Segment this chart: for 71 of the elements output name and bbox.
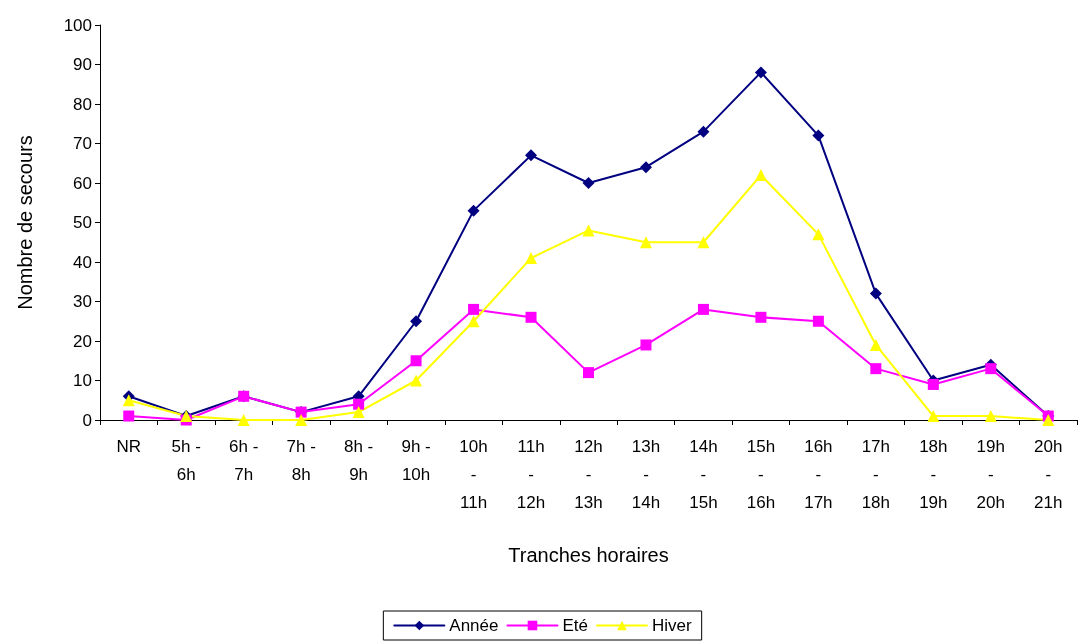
point: [582, 224, 595, 237]
y-tick-label: 60: [73, 173, 92, 193]
point: [697, 303, 709, 315]
point: [467, 315, 480, 328]
point: [870, 363, 882, 375]
x-tick-label: 11h - 12h: [516, 436, 546, 512]
point: [869, 338, 882, 351]
point: [352, 406, 365, 419]
y-tick-label: 50: [73, 213, 92, 232]
x-tick-label: 5h - 6h: [171, 436, 201, 484]
point: [123, 410, 135, 422]
x-tick-label: 7h - 8h: [286, 436, 316, 484]
y-tick-label: 80: [73, 94, 92, 114]
y-tick-label: 70: [73, 134, 92, 153]
x-tick-label: 13h - 14h: [631, 436, 661, 512]
point: [295, 414, 308, 426]
point: [353, 398, 365, 410]
point: [755, 311, 767, 323]
x-tick-label: 17h - 18h: [861, 436, 891, 512]
point: [468, 303, 480, 315]
y-tick-label: 40: [73, 252, 92, 272]
legend-label: Année: [449, 616, 499, 635]
point: [467, 204, 480, 217]
point: [812, 315, 824, 327]
point: [525, 149, 538, 162]
x-tick-label: 16h - 17h: [804, 436, 833, 512]
x-tick-label: 9h - 10h: [401, 436, 431, 484]
point: [410, 355, 422, 367]
point: [754, 66, 767, 79]
y-axis-title: Nombre de secours: [14, 135, 36, 310]
point: [1042, 414, 1055, 426]
y-tick-label: 20: [73, 331, 92, 351]
point: [927, 410, 940, 423]
point: [697, 125, 710, 138]
x-tick-label: 6h - 7h: [229, 436, 259, 484]
point: [984, 410, 997, 423]
x-tick-label: 15h - 16h: [746, 436, 776, 512]
x-tick-label: 18h - 19h: [919, 436, 948, 512]
point: [812, 228, 825, 241]
point: [697, 236, 710, 249]
x-tick-label: 10h - 11h: [459, 436, 488, 512]
point: [869, 287, 882, 300]
x-tick-label: NR: [116, 436, 142, 456]
point: [583, 367, 594, 379]
point: [410, 315, 423, 328]
legend-label: Hiver: [652, 616, 693, 635]
x-tick-label: 12h - 13h: [574, 436, 603, 512]
point: [410, 374, 423, 387]
point: [754, 169, 767, 182]
point: [582, 177, 595, 189]
y-tick-label: 0: [82, 410, 92, 430]
y-tick-label: 30: [73, 292, 92, 311]
point: [122, 394, 135, 407]
x-axis-title: Tranches horaires: [508, 544, 669, 566]
point: [927, 378, 939, 390]
point: [237, 414, 250, 426]
legend-label: Eté: [562, 616, 589, 635]
point: [640, 339, 652, 351]
point: [639, 236, 652, 249]
point: [812, 129, 825, 142]
x-tick-label: 14h - 15h: [689, 436, 718, 512]
x-tick-label: 19h - 20h: [976, 436, 1005, 512]
x-tick-label: 20h - 21h: [1034, 436, 1063, 512]
point: [525, 252, 538, 265]
y-tick-label: 90: [73, 55, 92, 74]
x-tick-label: 8h - 9h: [343, 436, 374, 484]
y-tick-label: 10: [73, 371, 92, 390]
point: [639, 161, 652, 174]
point: [525, 311, 537, 323]
point: [985, 363, 997, 375]
y-tick-label: 100: [63, 15, 92, 35]
